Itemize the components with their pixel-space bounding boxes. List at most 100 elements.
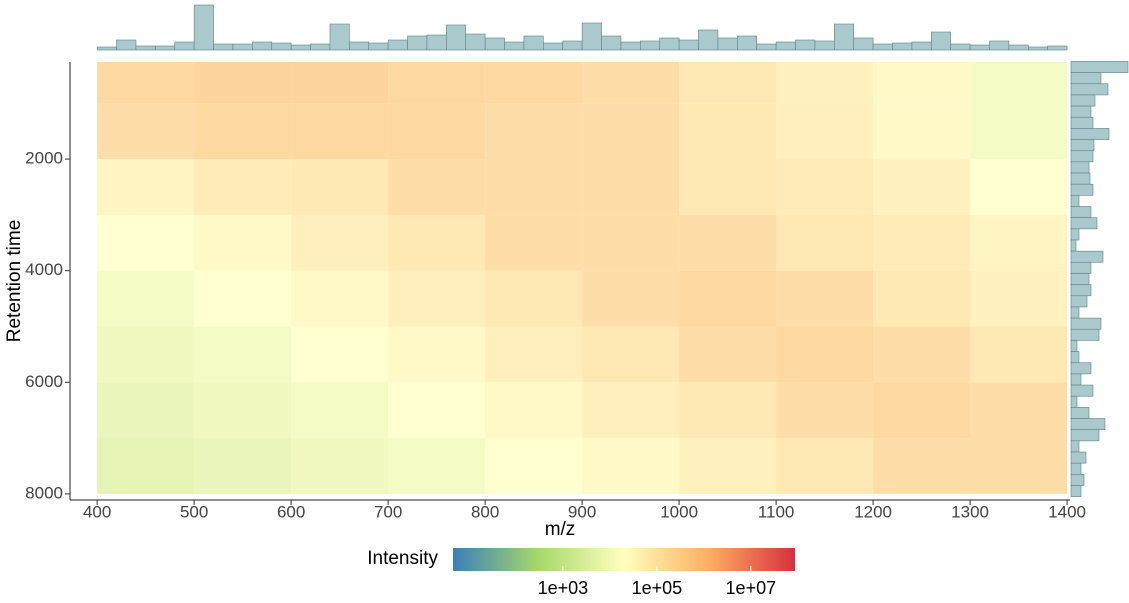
- heat-cell: [582, 326, 680, 383]
- heat-cell: [388, 382, 486, 439]
- top-hist-bar: [174, 41, 195, 51]
- heat-cell: [388, 326, 486, 383]
- heat-cell: [970, 382, 1068, 439]
- colorbar-title: Intensity: [367, 548, 438, 569]
- right-hist-bar: [1070, 161, 1090, 174]
- top-hist-bar: [814, 40, 835, 51]
- heat-cell: [873, 438, 971, 494]
- x-tick-label: 700: [374, 502, 402, 521]
- heat-cell: [97, 103, 195, 160]
- top-hist-bar: [834, 23, 855, 51]
- heat-cell: [291, 382, 389, 439]
- top-hist-bar: [1027, 46, 1048, 51]
- heat-cell: [776, 62, 874, 104]
- x-tick-label: 800: [471, 502, 499, 521]
- right-hist-bar: [1070, 239, 1077, 252]
- right-hist-bar: [1070, 83, 1109, 96]
- top-hist-bar: [950, 43, 971, 51]
- top-hist-bar: [678, 39, 699, 51]
- right-hist-bar: [1070, 462, 1082, 475]
- heat-cell: [485, 270, 583, 327]
- top-hist-bar: [310, 43, 331, 51]
- top-hist-bar: [989, 40, 1010, 51]
- heat-cell: [388, 159, 486, 215]
- top-hist-bar: [523, 35, 544, 51]
- heat-cell: [485, 438, 583, 494]
- heat-cell: [776, 382, 874, 439]
- right-hist-bar: [1070, 284, 1092, 297]
- heat-cell: [970, 438, 1068, 494]
- top-hist-bar: [756, 43, 777, 51]
- heat-cell: [291, 214, 389, 271]
- heat-cell: [873, 214, 971, 271]
- heat-cell: [873, 159, 971, 215]
- heat-cell: [873, 326, 971, 383]
- heat-cell: [97, 382, 195, 439]
- heat-cell: [388, 214, 486, 271]
- heat-cell: [582, 270, 680, 327]
- right-hist-bar: [1070, 429, 1100, 442]
- right-hist-bar: [1070, 183, 1094, 196]
- right-hist-bar: [1070, 362, 1092, 375]
- x-tick-label: 1100: [758, 502, 795, 521]
- right-hist-bar: [1070, 440, 1080, 453]
- right-hist-bar: [1070, 94, 1096, 107]
- heat-cell: [194, 382, 292, 439]
- heat-cell: [776, 438, 874, 494]
- right-hist-bar: [1070, 217, 1098, 230]
- right-hist-bar: [1070, 474, 1085, 486]
- right-hist-bar: [1070, 116, 1094, 129]
- heat-cell: [776, 103, 874, 160]
- right-hist-bar: [1070, 485, 1082, 497]
- heat-cell: [679, 103, 777, 160]
- top-hist-bar: [640, 40, 661, 51]
- right-hist-bar: [1070, 262, 1092, 274]
- right-hist-bar: [1070, 328, 1100, 341]
- right-hist-bar: [1070, 139, 1095, 152]
- top-hist-bar: [892, 42, 913, 51]
- y-tick-label: 2000: [25, 149, 63, 168]
- heat-cell: [970, 159, 1068, 215]
- heat-cell: [776, 159, 874, 215]
- right-hist-bar: [1070, 295, 1088, 308]
- right-hist-bar: [1070, 418, 1106, 430]
- right-hist-bar: [1070, 306, 1080, 319]
- right-hist-bar: [1070, 206, 1092, 218]
- heat-cell: [582, 159, 680, 215]
- x-tick-label: 1400: [1048, 502, 1086, 521]
- heat-cell: [873, 270, 971, 327]
- right-hist-bar: [1070, 128, 1110, 140]
- heat-cell: [873, 62, 971, 104]
- heat-cell: [679, 438, 777, 494]
- top-hist-bar: [446, 24, 467, 51]
- top-hist-bar: [659, 37, 680, 51]
- right-hist-bar: [1070, 407, 1090, 419]
- heat-cell: [388, 438, 486, 494]
- heat-cell: [873, 103, 971, 160]
- heat-cell: [291, 270, 389, 327]
- top-hist-bar: [1008, 44, 1029, 51]
- right-hist-bar: [1070, 228, 1080, 241]
- top-hist-bar: [465, 33, 486, 51]
- heat-cell: [97, 270, 195, 327]
- top-hist-bar: [252, 41, 273, 51]
- top-hist-bar: [717, 37, 738, 51]
- top-hist-bar: [620, 41, 641, 51]
- y-tick-label: 4000: [25, 260, 63, 279]
- top-hist-bar: [426, 34, 447, 51]
- heat-cell: [97, 214, 195, 271]
- heat-cell: [388, 270, 486, 327]
- heat-cell: [194, 159, 292, 215]
- right-hist-bar: [1070, 395, 1078, 408]
- right-hist-bar: [1070, 250, 1104, 263]
- top-hist-bar: [135, 45, 156, 51]
- top-hist-bar: [775, 41, 796, 51]
- x-tick-label: 400: [83, 502, 111, 521]
- heat-cell: [582, 382, 680, 439]
- heat-cell: [485, 103, 583, 160]
- heat-cell: [291, 62, 389, 104]
- right-hist-bar: [1070, 384, 1094, 397]
- colorbar-tick-label: 1e+03: [538, 578, 589, 598]
- heat-cell: [291, 159, 389, 215]
- heat-cell: [194, 214, 292, 271]
